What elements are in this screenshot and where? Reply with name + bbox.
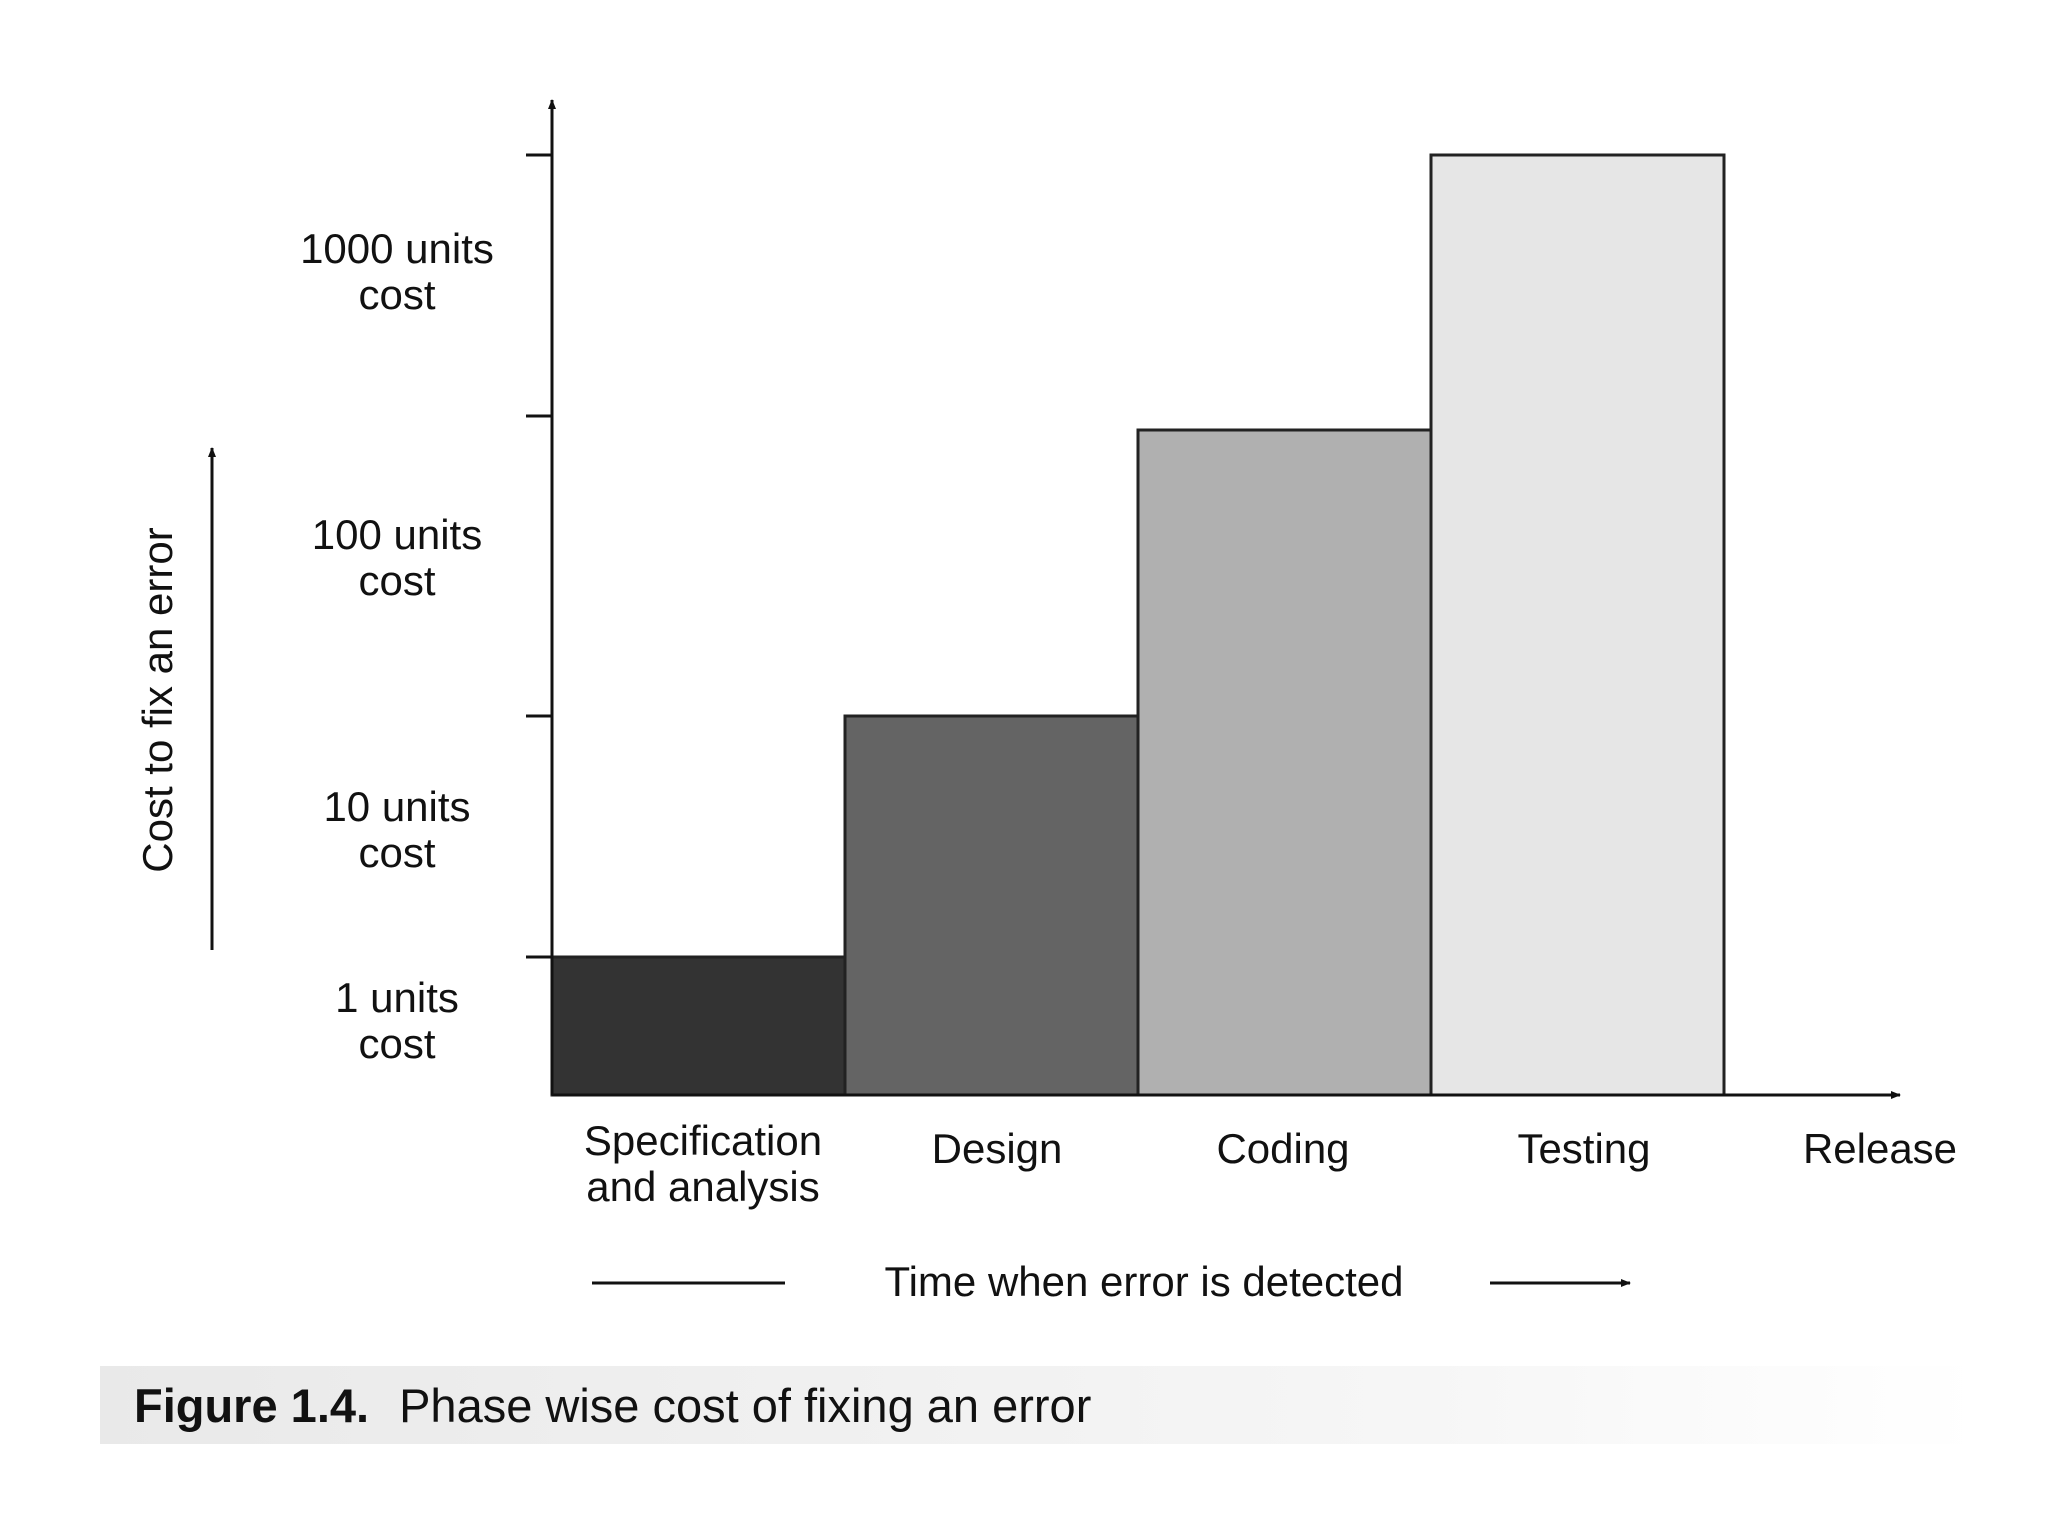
x-category-label: Testing	[1517, 1125, 1650, 1172]
caption-background	[100, 1366, 1980, 1444]
y-ticks-group	[526, 153, 552, 959]
x-category-label: Coding	[1216, 1125, 1349, 1172]
x-category-label: Specification and analysis	[584, 1117, 822, 1210]
y-tick-label: 100 units cost	[312, 511, 482, 604]
x-category-label: Release	[1803, 1125, 1957, 1172]
x-category-label: Design	[932, 1125, 1063, 1172]
figure-number: Figure 1.4.	[134, 1379, 370, 1432]
bar-4	[1429, 153, 1726, 1097]
figure-caption: Figure 1.4. Phase wise cost of fixing an …	[134, 1376, 1091, 1436]
y-axis-title: Cost to fix an error	[134, 527, 181, 872]
y-tick-label: 10 units cost	[323, 783, 470, 876]
bar-2	[843, 714, 1140, 1097]
y-tick-labels-group: 1 units cost 10 units cost 100 units cost 1000…	[300, 225, 494, 1067]
axes-group	[548, 99, 1901, 1099]
y-tick-label: 1000 units cost	[300, 225, 494, 318]
bar-3	[1136, 428, 1433, 1097]
x-axis-title: Time when error is detected	[885, 1258, 1404, 1305]
figure-caption-text: Phase wise cost of fixing an error	[399, 1379, 1092, 1432]
x-category-labels-group: Specification and analysis Design Coding Tes…	[584, 1117, 1957, 1210]
y-tick-label: 1 units cost	[335, 974, 459, 1067]
bar-1	[550, 955, 847, 1097]
bars-group	[550, 153, 1726, 1097]
